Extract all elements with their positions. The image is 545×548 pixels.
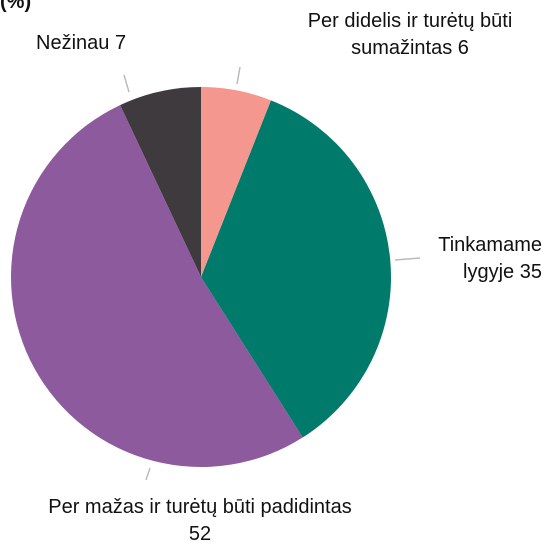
chart-title: (%) [0, 0, 32, 13]
slice-label: Per mažas ir turėtų būti padidintas 52 [40, 494, 360, 548]
leader-line [394, 257, 421, 261]
leader-line [236, 66, 241, 85]
value-label: 7 [114, 32, 127, 54]
leader-line [123, 74, 130, 93]
value-label: 6 [457, 37, 469, 59]
pie-slice [120, 87, 201, 277]
slice-label: Tinkamame lygyje 35 [415, 232, 542, 286]
category: Per mažas ir turėtų būti padidintas [48, 496, 352, 518]
leader-line [145, 467, 151, 481]
slice-label: Nežinau 7 [36, 30, 176, 57]
slice-label: Per didelis ir turėtų būti sumažintas 6 [270, 8, 545, 62]
category: Nežinau [36, 32, 110, 54]
value-label: 52 [188, 523, 212, 545]
pie-slice [11, 105, 303, 467]
value-label: 35 [519, 261, 542, 283]
pie-slice [201, 87, 271, 277]
category: Per didelis ir turėtų būti sumažintas [307, 10, 513, 59]
pie-slice [201, 100, 392, 438]
leader-lines [123, 66, 421, 481]
category: Tinkamame lygyje [438, 234, 542, 283]
